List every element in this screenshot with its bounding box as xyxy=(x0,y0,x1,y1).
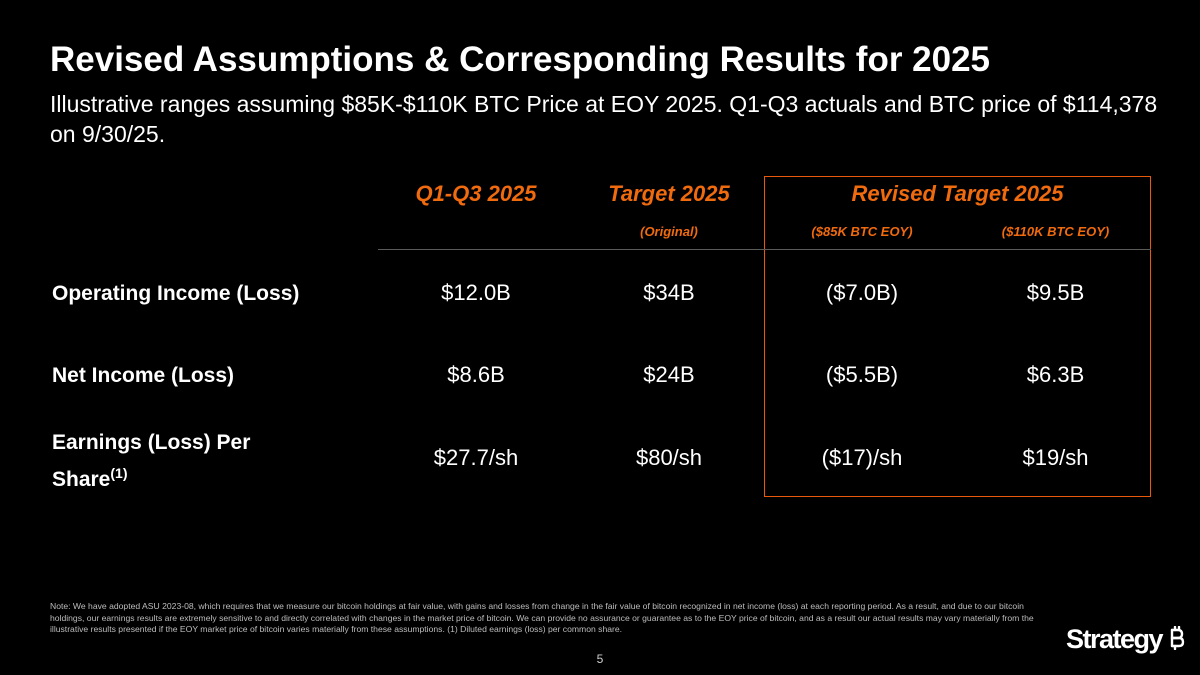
table-cell: ($7.0B) xyxy=(825,280,899,305)
row-label-operating-income: Operating Income (Loss) xyxy=(52,282,300,305)
footnote: Note: We have adopted ASU 2023-08, which… xyxy=(50,601,1034,634)
table-cell: $9.5B xyxy=(1026,280,1085,305)
row-label-eps-line2: Share(1) xyxy=(52,465,128,491)
table-cell: $34B xyxy=(643,280,695,305)
table-cell: $27.7/sh xyxy=(433,445,519,470)
page-subtitle: Illustrative ranges assuming $85K-$110K … xyxy=(50,91,1158,147)
bitcoin-b-icon xyxy=(1170,626,1185,650)
footnote-marker: (1) xyxy=(110,465,128,481)
table-cell: $24B xyxy=(643,362,695,387)
column-subheader-original: (Original) xyxy=(640,224,698,239)
table-cell: $12.0B xyxy=(441,280,511,305)
revised-target-highlight-box xyxy=(764,176,1151,497)
table-cell: $80/sh xyxy=(635,445,703,470)
table-cell: ($17)/sh xyxy=(821,445,903,470)
row-label-net-income: Net Income (Loss) xyxy=(52,364,235,387)
column-header-revised-target-2025: Revised Target 2025 xyxy=(851,181,1064,206)
table-cell: $6.3B xyxy=(1026,362,1085,387)
page-number: 5 xyxy=(596,652,604,666)
page-title: Revised Assumptions & Corresponding Resu… xyxy=(50,40,991,79)
column-subheader-110k-btc: ($110K BTC EOY) xyxy=(1001,224,1110,239)
row-label-eps-line1: Earnings (Loss) Per xyxy=(52,431,251,454)
column-header-q1-q3-2025: Q1-Q3 2025 xyxy=(415,181,537,206)
table-cell: ($5.5B) xyxy=(825,362,899,387)
strategy-logo: Strategy xyxy=(1066,624,1164,654)
table-cell: $19/sh xyxy=(1022,445,1089,470)
row-label-eps: Earnings (Loss) Per Share(1) xyxy=(52,428,250,495)
table-cell: $8.6B xyxy=(447,362,505,387)
column-header-target-2025: Target 2025 xyxy=(608,181,730,206)
column-subheader-85k-btc: ($85K BTC EOY) xyxy=(811,224,913,239)
table-header-divider xyxy=(378,249,1151,250)
